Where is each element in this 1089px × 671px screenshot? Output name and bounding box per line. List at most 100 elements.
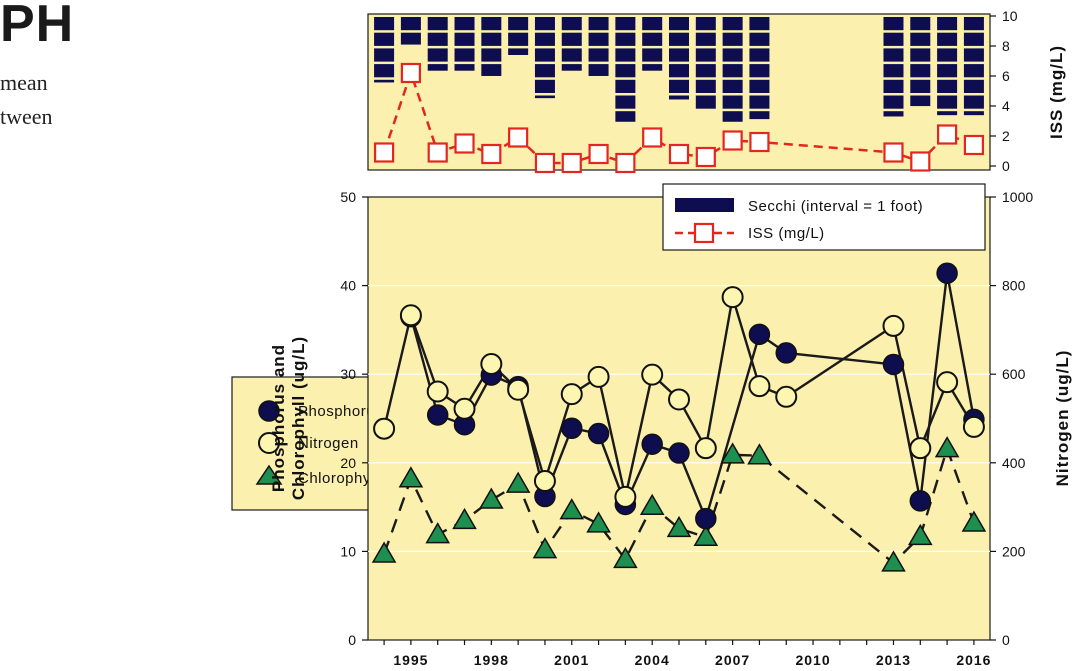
secchi-bar-segment [642, 17, 663, 31]
phosphorus-point [668, 442, 690, 464]
chlorophyll-legend-icon [255, 464, 283, 485]
y2-tick-label: 200 [1002, 543, 1026, 559]
secchi-bar-segment [374, 79, 395, 83]
page-title-fragment: PH [0, 0, 75, 53]
secchi-bar-segment [695, 48, 716, 62]
chlorophyll-point [479, 487, 504, 509]
secchi-bar-segment [481, 48, 502, 62]
secchi-bar-segment [561, 48, 582, 62]
nitrogen-point [882, 314, 905, 337]
iss-point [937, 124, 958, 145]
secchi-bar-segment [642, 48, 663, 62]
iss-point [615, 152, 636, 174]
iss-point [883, 142, 904, 163]
secchi-bar-segment [400, 17, 421, 31]
phosphorus-point [587, 422, 610, 445]
secchi-bar-segment [481, 17, 502, 31]
nitrogen-point [587, 365, 610, 388]
y-axis-label-line-2: Chlorophyll (ug/L) [289, 336, 308, 500]
main-y-axis-label-line-2: Chlorophyll (ug/L) [289, 336, 308, 500]
nitrogen-point [694, 437, 717, 460]
x-tick-label: 2016 [956, 652, 991, 668]
secchi-bar-segment [937, 48, 958, 62]
secchi-bar-segment [427, 17, 448, 31]
secchi-bar-segment [910, 95, 931, 107]
x-tick-label: 1995 [393, 652, 428, 668]
secchi-bar-segment [588, 64, 609, 76]
secchi-bar-segment [963, 64, 984, 78]
secchi-bar-segment [937, 64, 958, 78]
top-y-tick-label: 6 [1002, 68, 1010, 84]
y2-tick-label: 400 [1002, 455, 1026, 471]
chlorophyll-point [666, 515, 692, 538]
phosphorus-point [426, 404, 449, 426]
top-y-tick-label: 0 [1002, 158, 1010, 174]
secchi-bar-segment [561, 64, 582, 71]
y-tick-label: 20 [340, 455, 356, 471]
secchi-bar-segment [910, 32, 931, 46]
secchi-bar-segment [669, 17, 689, 31]
secchi-bar-segment [963, 79, 984, 93]
secchi-bar-segment [937, 79, 958, 93]
top-y-tick-label: 2 [1002, 128, 1010, 144]
secchi-bar-segment [695, 17, 716, 31]
secchi-bar-segment [749, 48, 770, 62]
secchi-bar-segment [669, 64, 689, 78]
top-y-axis-label: ISS (mg/L) [1047, 45, 1066, 139]
y-tick-label: 50 [340, 189, 356, 205]
secchi-bar-segment [749, 111, 770, 120]
main-y-axis-label-line-1: Phosphorus and [269, 344, 288, 492]
iss-line-layer [373, 62, 985, 174]
secchi-bar-segment [937, 32, 958, 46]
main-panel: 0 10 20 30 40 50 0 200 400 600 800 1000 1995 1998 2001… [269, 183, 1072, 668]
iss-point [642, 127, 663, 148]
nitrogen-point [668, 388, 690, 411]
legend-label-secchi: Secchi (interval = 1 foot) [748, 198, 923, 215]
iss-point [481, 143, 502, 165]
y-tick-label: 10 [340, 543, 356, 559]
iss-point [373, 142, 395, 163]
secchi-bar-segment [454, 32, 475, 46]
chlorophyll-point [398, 466, 424, 488]
top-panel: 0 2 4 6 8 10 ISS (mg/L) [367, 8, 1066, 174]
y2-tick-label: 0 [1002, 632, 1010, 648]
nitrogen-legend-icon [258, 432, 280, 454]
phosphorus-point [695, 507, 717, 530]
phosphorus-point [936, 262, 958, 284]
secchi-bar-segment [669, 79, 689, 93]
chlorophyll-point [532, 537, 558, 559]
secchi-bar-segment [963, 17, 984, 31]
secchi-bar-segment [561, 32, 582, 46]
secchi-bar-segment [695, 64, 716, 78]
secchi-bar-segment [749, 79, 770, 93]
chlorophyll-point [505, 471, 531, 493]
secchi-bar-segment [400, 32, 421, 45]
secchi-bar-segment [722, 32, 743, 46]
nitrogen-point [373, 417, 396, 440]
secchi-bar-segment [722, 95, 743, 109]
phosphorus-point [775, 342, 797, 364]
right-legend-box [662, 183, 986, 251]
secchi-bar-segment [374, 17, 395, 31]
iss-point [561, 152, 582, 174]
secchi-bar-segment [910, 64, 931, 78]
iss-point [588, 143, 609, 165]
chlorophyll-point [586, 511, 611, 533]
nitrogen-point [721, 286, 744, 309]
iss-legend-icon [693, 222, 715, 244]
iss-point [910, 151, 931, 172]
secchi-bar-segment [481, 64, 502, 76]
nitrogen-point [748, 375, 771, 398]
secchi-bar-segment [561, 17, 582, 31]
chlorophyll-point [881, 550, 906, 572]
secchi-bar-segment [534, 48, 555, 62]
secchi-bar-segment [588, 17, 609, 31]
secchi-bar-segment [695, 95, 716, 109]
secchi-bar-segment [454, 17, 475, 31]
phosphorus-point [909, 490, 932, 512]
chlorophyll-point [907, 523, 933, 546]
secchi-bar-segment [534, 64, 555, 78]
secchi-bar-segment [642, 64, 663, 71]
iss-point [454, 133, 475, 154]
secchi-bar-segment [454, 64, 475, 71]
